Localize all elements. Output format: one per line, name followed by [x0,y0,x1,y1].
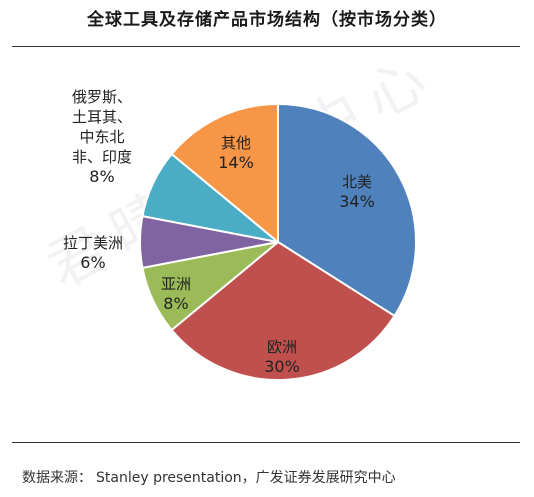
slice-category-label: 亚洲 [161,275,191,293]
slice-category-label: 其他 [221,134,251,152]
slice-value-label: 6% [80,253,105,272]
slice-value-label: 8% [163,294,188,313]
source-label: 数据来源： [22,470,92,486]
source-note: 数据来源： Stanley presentation，广发证券发展研究中心 [22,467,396,487]
slice-value-label: 8% [89,167,114,186]
title-divider [12,46,520,47]
page-title: 全球工具及存储产品市场结构（按市场分类） [87,10,447,30]
slice-value-label: 30% [264,357,300,376]
source-text: Stanley presentation，广发证券发展研究中心 [96,470,396,486]
slice-category-label: 土耳其、 [72,108,132,126]
slice-value-label: 14% [218,153,254,172]
slice-category-label: 欧洲 [267,338,297,356]
source-divider [12,442,520,443]
pie-slice [170,102,279,245]
slice-category-label: 北美 [342,173,372,191]
slice-category-label: 非、印度 [72,148,132,166]
slice-category-label: 中东北 [79,128,124,146]
slice-value-label: 34% [339,192,375,211]
slice-category-label: 拉丁美洲 [63,234,123,252]
pie-slice [170,240,396,381]
slice-category-label: 俄罗斯、 [72,88,132,106]
